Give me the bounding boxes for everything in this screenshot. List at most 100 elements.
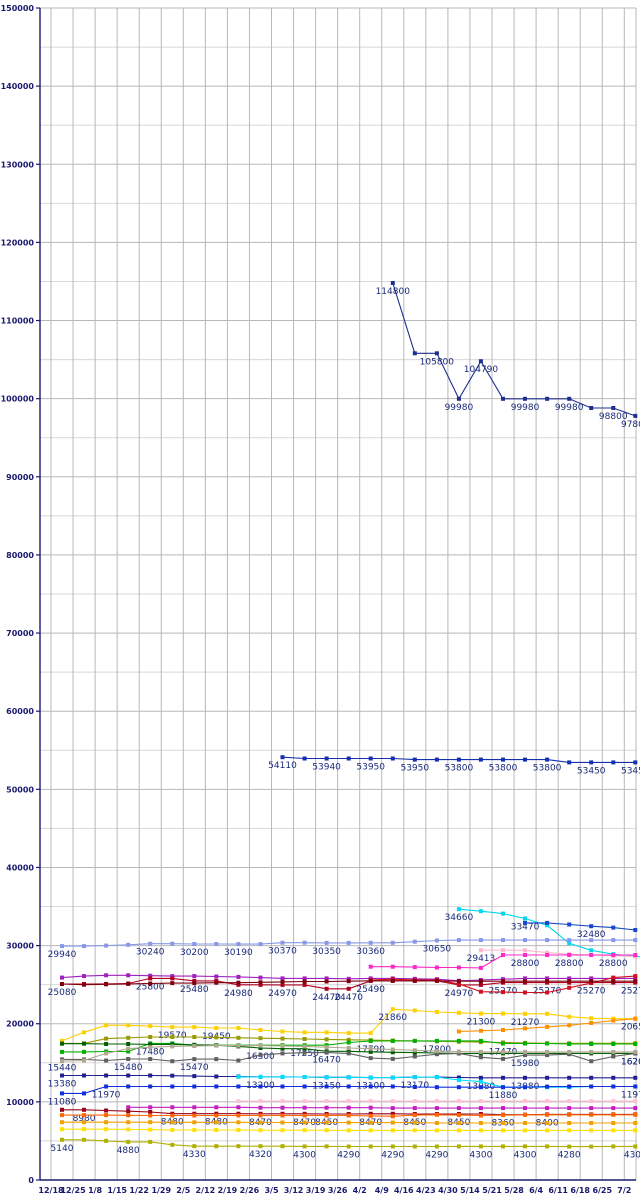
data-point-marker — [390, 940, 395, 945]
y-axis-ticks: 0 10000 20000 30000 40000 50000 60000 70000 8000… — [1, 4, 40, 1185]
data-point-marker — [456, 1029, 461, 1034]
data-point-marker — [368, 1046, 373, 1051]
data-point-marker — [236, 982, 241, 987]
y-tick-label: 80000 — [6, 551, 34, 560]
data-point-label: 29413 — [467, 954, 496, 964]
data-point-marker — [390, 1007, 395, 1012]
data-point-marker — [368, 1056, 373, 1061]
data-point-marker — [501, 1028, 505, 1032]
data-point-marker — [567, 1106, 572, 1111]
data-point-marker — [434, 1075, 439, 1080]
data-point-marker — [126, 1035, 131, 1040]
data-point-marker — [104, 1084, 109, 1089]
data-point-marker — [611, 1042, 616, 1046]
data-point-marker — [501, 990, 505, 995]
data-point-marker — [236, 1043, 241, 1048]
data-point-marker — [258, 982, 263, 987]
x-tick-label: 5/28 — [504, 1186, 524, 1195]
data-point-marker — [236, 1058, 241, 1063]
data-point-marker — [236, 1074, 241, 1079]
data-point-marker — [126, 1084, 131, 1089]
data-point-marker — [611, 406, 616, 410]
data-point-marker — [346, 976, 351, 981]
data-point-label: 16470 — [312, 1055, 341, 1065]
data-point-marker — [236, 1120, 241, 1125]
data-point-marker — [302, 979, 307, 984]
data-point-marker — [434, 1128, 439, 1133]
data-point-marker — [501, 1049, 505, 1054]
data-point-marker — [567, 1042, 572, 1046]
data-point-marker — [214, 1113, 219, 1118]
y-tick-label: 100000 — [1, 395, 35, 404]
data-point-marker — [567, 979, 572, 984]
data-point-marker — [545, 1049, 550, 1054]
data-point-marker — [412, 1050, 417, 1055]
data-point-marker — [346, 1051, 351, 1056]
data-point-label: 13380 — [48, 1079, 77, 1089]
data-point-marker — [633, 979, 638, 984]
data-point-marker — [324, 986, 329, 991]
data-point-marker — [456, 396, 461, 401]
data-point-marker — [104, 973, 109, 978]
series-series-blue-11k: 11080 11970 11880 11970 — [48, 1084, 640, 1107]
series-series-amber-7k — [60, 1120, 638, 1125]
data-point-label: 4290 — [425, 1150, 448, 1160]
data-point-marker — [611, 1099, 616, 1104]
data-point-marker — [324, 1144, 329, 1149]
data-point-marker — [324, 1084, 329, 1089]
data-point-marker — [148, 976, 153, 981]
data-point-marker — [589, 924, 594, 929]
data-point-label: 4300 — [514, 1150, 537, 1160]
data-point-label: 97800 — [621, 420, 640, 430]
data-point-marker — [214, 974, 219, 979]
data-point-label: 24470 — [334, 993, 363, 1003]
data-point-marker — [302, 1099, 307, 1104]
data-point-marker — [324, 1030, 329, 1035]
data-point-marker — [501, 1106, 505, 1111]
data-point-label: 30650 — [423, 945, 452, 955]
data-point-marker — [412, 1113, 417, 1118]
data-point-label: 114800 — [376, 287, 411, 297]
data-point-marker — [258, 1043, 263, 1048]
series-series-navy-top: 114800 105800 99980 104790 99980 99980 9880097… — [376, 281, 640, 430]
data-point-marker — [523, 1053, 527, 1058]
data-point-marker — [104, 982, 109, 987]
data-point-marker — [478, 909, 483, 914]
data-point-marker — [236, 980, 241, 985]
data-point-label: 24980 — [224, 989, 253, 999]
data-point-marker — [545, 396, 550, 401]
data-point-marker — [523, 916, 527, 921]
data-point-marker — [478, 1049, 483, 1054]
x-tick-label: 3/19 — [306, 1186, 326, 1195]
data-point-marker — [302, 1044, 307, 1049]
data-point-marker — [280, 1074, 285, 1079]
data-point-marker — [523, 1099, 527, 1104]
data-point-marker — [346, 1120, 351, 1125]
data-point-marker — [545, 1011, 550, 1016]
data-point-marker — [434, 965, 439, 970]
data-point-marker — [60, 1091, 64, 1096]
data-point-marker — [611, 1018, 616, 1023]
data-point-marker — [368, 1111, 373, 1116]
data-point-marker — [501, 953, 505, 957]
data-point-label: 53800 — [533, 764, 562, 774]
data-point-label: 30350 — [312, 947, 341, 957]
series-series-orange-20k — [456, 1016, 638, 1034]
data-point-marker — [368, 1075, 373, 1080]
data-point-marker — [589, 406, 594, 410]
data-point-label: 28800 — [555, 959, 584, 969]
data-point-marker — [170, 974, 175, 979]
series-series-magenta-28k: 28800 28800 28800 — [368, 953, 638, 970]
y-tick-label: 90000 — [6, 473, 34, 482]
y-tick-label: 130000 — [1, 160, 35, 169]
data-point-marker — [633, 974, 638, 979]
data-point-marker — [104, 1120, 109, 1125]
x-tick-label: 12/25 — [60, 1186, 86, 1195]
data-point-marker — [346, 1046, 351, 1050]
data-point-marker — [434, 1052, 439, 1057]
data-point-marker — [126, 1105, 131, 1110]
data-point-label: 4300 — [293, 1150, 316, 1160]
data-point-marker — [545, 990, 550, 995]
data-point-marker — [611, 1054, 616, 1059]
